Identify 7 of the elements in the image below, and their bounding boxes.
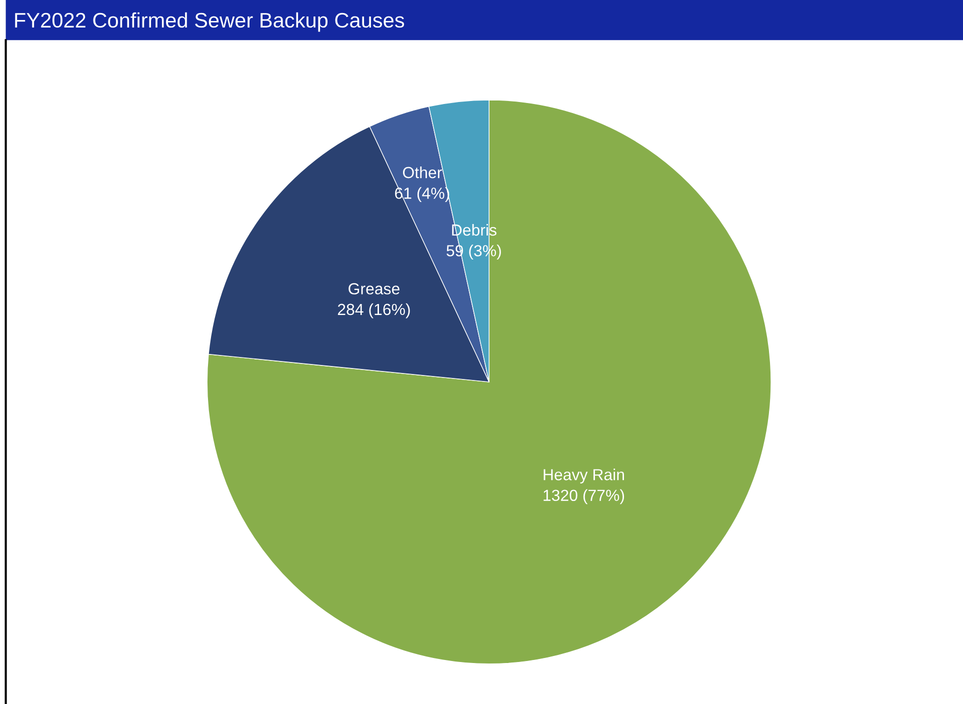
slice-label: Heavy Rain xyxy=(544,468,624,484)
data-label: 1320 (77%) xyxy=(544,489,624,504)
pie-slice xyxy=(206,100,772,664)
chart-title: FY2022 Confirmed Sewer Backup Causes xyxy=(15,12,404,32)
slice-label: Grease xyxy=(348,283,400,294)
slice-label: Other xyxy=(402,166,442,178)
data-label: 284 (16%) xyxy=(338,303,410,318)
